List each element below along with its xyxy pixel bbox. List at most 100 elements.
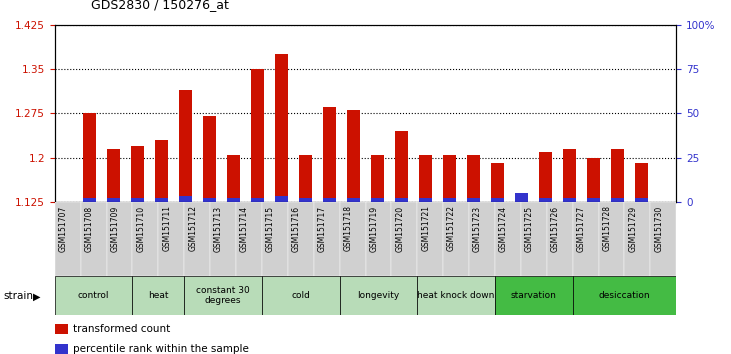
Bar bbox=[467, 198, 480, 202]
Bar bbox=[347, 110, 360, 202]
Text: GSM151725: GSM151725 bbox=[525, 205, 534, 252]
Text: GSM151716: GSM151716 bbox=[292, 205, 300, 252]
Text: GSM151719: GSM151719 bbox=[369, 205, 379, 252]
Bar bbox=[495, 202, 520, 276]
Bar bbox=[521, 202, 547, 276]
Text: percentile rank within the sample: percentile rank within the sample bbox=[73, 344, 249, 354]
Text: GSM151708: GSM151708 bbox=[85, 205, 94, 252]
Bar bbox=[236, 202, 262, 276]
Bar bbox=[211, 202, 236, 276]
Bar bbox=[495, 276, 572, 315]
Bar bbox=[340, 202, 366, 276]
Bar bbox=[83, 198, 96, 202]
Bar bbox=[467, 155, 480, 202]
Text: GSM151723: GSM151723 bbox=[473, 205, 482, 252]
Bar bbox=[347, 198, 360, 202]
Text: ▶: ▶ bbox=[33, 292, 40, 302]
Bar bbox=[132, 202, 159, 276]
Text: GSM151726: GSM151726 bbox=[550, 205, 560, 252]
Text: GSM151720: GSM151720 bbox=[395, 205, 404, 252]
Text: longevity: longevity bbox=[357, 291, 400, 300]
Text: transformed count: transformed count bbox=[73, 324, 170, 334]
Bar bbox=[131, 146, 144, 202]
Bar bbox=[227, 198, 240, 202]
Text: starvation: starvation bbox=[511, 291, 557, 300]
Bar bbox=[371, 155, 384, 202]
Bar bbox=[132, 276, 184, 315]
Bar bbox=[599, 202, 624, 276]
Text: GSM151728: GSM151728 bbox=[602, 205, 611, 251]
Bar bbox=[587, 198, 600, 202]
Bar bbox=[635, 198, 648, 202]
Text: GSM151717: GSM151717 bbox=[318, 205, 327, 252]
Bar bbox=[515, 193, 528, 202]
Text: GSM151729: GSM151729 bbox=[629, 205, 637, 252]
Bar bbox=[371, 198, 384, 202]
Bar bbox=[391, 202, 417, 276]
Bar bbox=[611, 198, 624, 202]
Bar bbox=[443, 198, 456, 202]
Bar bbox=[323, 107, 336, 202]
Bar bbox=[419, 155, 432, 202]
Bar bbox=[340, 276, 417, 315]
Bar bbox=[469, 202, 495, 276]
Text: GSM151721: GSM151721 bbox=[421, 205, 431, 251]
Bar bbox=[624, 202, 651, 276]
Bar bbox=[395, 198, 408, 202]
Text: GSM151727: GSM151727 bbox=[577, 205, 586, 252]
Text: desiccation: desiccation bbox=[599, 291, 650, 300]
Bar bbox=[179, 196, 192, 202]
Bar bbox=[155, 198, 168, 202]
Bar bbox=[227, 155, 240, 202]
Bar bbox=[314, 202, 340, 276]
Bar bbox=[251, 69, 264, 202]
Bar bbox=[288, 202, 314, 276]
Text: constant 30
degrees: constant 30 degrees bbox=[196, 286, 250, 305]
Text: GSM151710: GSM151710 bbox=[137, 205, 145, 252]
Bar bbox=[262, 276, 340, 315]
Text: strain: strain bbox=[4, 291, 34, 301]
Text: GSM151714: GSM151714 bbox=[240, 205, 249, 252]
Bar bbox=[55, 276, 132, 315]
Bar bbox=[275, 54, 288, 202]
Bar bbox=[417, 276, 495, 315]
Text: GSM151724: GSM151724 bbox=[499, 205, 508, 252]
Bar bbox=[539, 198, 552, 202]
Bar bbox=[251, 198, 264, 202]
Bar bbox=[366, 202, 391, 276]
Bar bbox=[395, 131, 408, 202]
Bar bbox=[417, 202, 443, 276]
Bar bbox=[203, 198, 216, 202]
Bar bbox=[419, 198, 432, 202]
Text: GSM151709: GSM151709 bbox=[110, 205, 120, 252]
Bar bbox=[323, 198, 336, 202]
Bar bbox=[299, 155, 312, 202]
Text: GSM151712: GSM151712 bbox=[188, 205, 197, 251]
Bar bbox=[83, 113, 96, 202]
Bar bbox=[635, 164, 648, 202]
Bar bbox=[443, 155, 456, 202]
Bar bbox=[563, 198, 576, 202]
Bar bbox=[179, 90, 192, 202]
Bar bbox=[262, 202, 288, 276]
Bar bbox=[572, 202, 599, 276]
Text: GSM151718: GSM151718 bbox=[344, 205, 352, 251]
Bar bbox=[107, 202, 132, 276]
Text: heat: heat bbox=[148, 291, 169, 300]
Text: cold: cold bbox=[292, 291, 310, 300]
Text: GSM151730: GSM151730 bbox=[654, 205, 663, 252]
Bar bbox=[587, 158, 600, 202]
Bar bbox=[539, 152, 552, 202]
Bar bbox=[491, 164, 504, 202]
Text: GSM151722: GSM151722 bbox=[447, 205, 456, 251]
Bar bbox=[184, 276, 262, 315]
Bar bbox=[107, 149, 120, 202]
Bar bbox=[55, 202, 80, 276]
Bar bbox=[491, 198, 504, 202]
Bar bbox=[563, 149, 576, 202]
Text: GSM151715: GSM151715 bbox=[266, 205, 275, 252]
Text: GSM151713: GSM151713 bbox=[214, 205, 223, 252]
Text: GDS2830 / 150276_at: GDS2830 / 150276_at bbox=[91, 0, 230, 11]
Bar bbox=[611, 149, 624, 202]
Text: GSM151707: GSM151707 bbox=[58, 205, 68, 252]
